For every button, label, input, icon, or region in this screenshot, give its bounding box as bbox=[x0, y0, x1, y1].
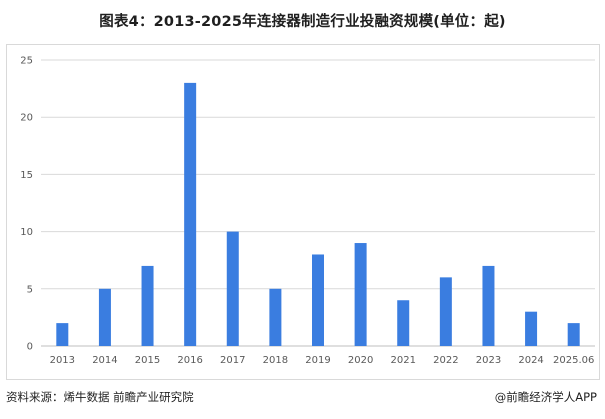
bar-2024 bbox=[525, 311, 538, 346]
x-tick-label: 2025.06 bbox=[553, 355, 594, 366]
bar-2016 bbox=[184, 82, 197, 346]
bar-2019 bbox=[312, 254, 324, 346]
x-tick-label: 2021 bbox=[391, 355, 416, 366]
source-note: 资料来源：烯牛数据 前瞻产业研究院 bbox=[6, 390, 194, 404]
x-tick-label: 2015 bbox=[135, 355, 160, 366]
x-tick-label: 2018 bbox=[263, 355, 288, 366]
bar-2017 bbox=[226, 231, 239, 346]
x-tick-label: 2014 bbox=[92, 355, 117, 366]
chart-title: 图表4：2013-2025年连接器制造行业投融资规模(单位：起) bbox=[99, 14, 506, 30]
y-axis-ticks: 0 5 10 15 20 25 bbox=[20, 56, 33, 353]
x-tick-label: 2016 bbox=[177, 355, 202, 366]
bar-2023 bbox=[482, 265, 495, 346]
x-tick-label: 2013 bbox=[50, 355, 75, 366]
x-tick-label: 2020 bbox=[348, 355, 373, 366]
x-tick-label: 2017 bbox=[220, 355, 245, 366]
y-tick-label: 10 bbox=[20, 227, 33, 238]
bar-2013 bbox=[56, 323, 69, 346]
bar-2021 bbox=[397, 300, 410, 346]
x-tick-label: 2019 bbox=[305, 355, 330, 366]
x-tick-label: 2022 bbox=[433, 355, 458, 366]
y-tick-label: 15 bbox=[20, 170, 33, 181]
y-tick-label: 0 bbox=[27, 342, 33, 353]
y-tick-label: 20 bbox=[20, 113, 33, 124]
y-tick-label: 5 bbox=[27, 284, 33, 295]
gridlines bbox=[41, 59, 595, 347]
x-tick-label: 2024 bbox=[518, 355, 543, 366]
bar-2014 bbox=[98, 288, 111, 346]
bars bbox=[56, 82, 580, 346]
bar-2018 bbox=[269, 288, 282, 346]
x-tick-label: 2023 bbox=[476, 355, 501, 366]
x-axis-ticks: 2013 2014 2015 2016 2017 2018 2019 2020 2021 2022… bbox=[50, 355, 595, 366]
chart-area: 0 5 10 15 20 25 2013 2014 2015 2016 2017 2018 2019 2… bbox=[6, 44, 600, 380]
copyright-note: @前瞻经济学人APP bbox=[494, 390, 597, 404]
y-tick-label: 25 bbox=[20, 56, 33, 67]
bar-2025.06 bbox=[567, 323, 580, 346]
bar-2015 bbox=[141, 265, 154, 346]
bar-2020 bbox=[354, 243, 367, 346]
bar-2022 bbox=[439, 277, 452, 346]
